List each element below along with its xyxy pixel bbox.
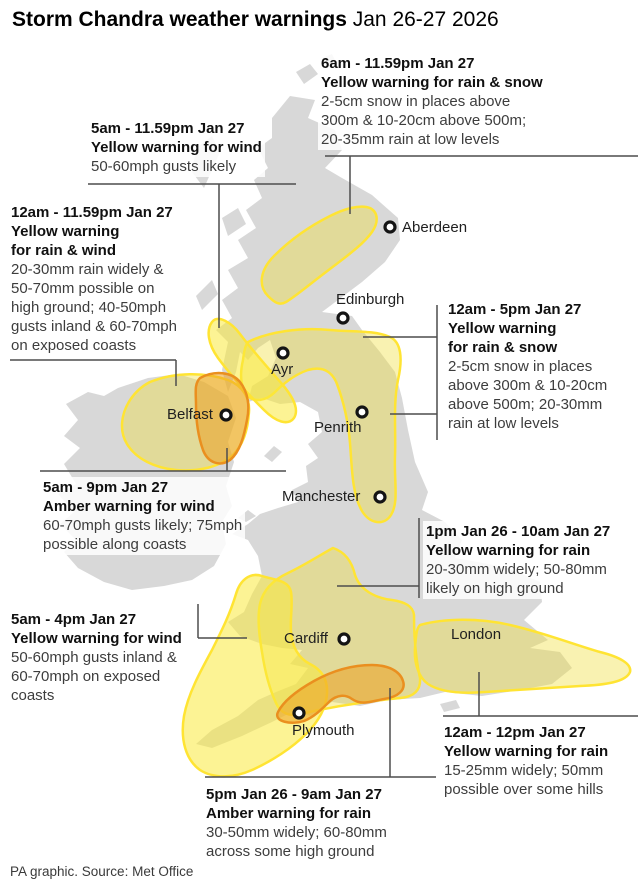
city-dot-ayr: [276, 346, 290, 360]
annotation-body-line: 300m & 10-20cm above 500m;: [321, 112, 527, 129]
annotation-rain-england-wales: 1pm Jan 26 - 10am Jan 27 Yellow warning …: [423, 521, 614, 599]
annotation-body-line: across some high ground: [206, 843, 375, 860]
warning-region-amber-rain-southwest: [275, 663, 405, 724]
annotation-heading: Yellow warning for rain: [444, 743, 609, 760]
city-dot-plymouth: [292, 706, 306, 720]
city-label-plymouth: Plymouth: [292, 722, 355, 739]
annotation-body-line: 50-60mph gusts likely: [91, 158, 237, 175]
annotation-time: 6am - 11.59pm Jan 27: [321, 55, 475, 72]
city-dot-belfast: [219, 408, 233, 422]
city-label-ayr: Ayr: [271, 361, 294, 378]
annotation-time: 5am - 11.59pm Jan 27: [91, 120, 245, 137]
annotation-time: 12am - 11.59pm Jan 27: [11, 204, 173, 221]
city-dot-manchester: [373, 490, 387, 504]
warning-region-wind-southwest: [181, 573, 329, 778]
annotation-time: 12am - 5pm Jan 27: [448, 301, 582, 318]
annotation-heading: Yellow warning for wind: [91, 139, 262, 156]
annotation-time: 5am - 4pm Jan 27: [11, 611, 137, 628]
annotation-rain-snow-south-scotland: 12am - 5pm Jan 27 Yellow warning for rai…: [445, 299, 611, 434]
annotation-body-line: 50-60mph gusts inland &: [11, 649, 177, 666]
annotation-body-line: 2-5cm snow in places: [448, 358, 593, 375]
annotation-heading: Yellow warning: [11, 223, 120, 240]
annotation-wind-southwest: 5am - 4pm Jan 27 Yellow warning for wind…: [8, 609, 185, 706]
warning-region-wind-north-channel: [207, 317, 298, 424]
annotation-body-line: high ground; 40-50mph: [11, 299, 167, 316]
annotation-body-line: likely on high ground: [426, 580, 564, 597]
annotation-time: 12am - 12pm Jan 27: [444, 724, 586, 741]
annotation-body-line: above 300m & 10-20cm: [448, 377, 608, 394]
title-main: Storm Chandra weather warnings: [12, 8, 347, 31]
city-label-aberdeen: Aberdeen: [402, 219, 468, 236]
annotation-body-line: coasts: [11, 687, 55, 704]
annotation-amber-rain-southwest: 5pm Jan 26 - 9am Jan 27 Amber warning fo…: [203, 784, 390, 862]
annotation-rain-southeast: 12am - 12pm Jan 27 Yellow warning for ra…: [441, 722, 612, 800]
city-dot-edinburgh: [336, 311, 350, 325]
annotation-body-line: rain at low levels: [448, 415, 559, 432]
annotation-heading: Yellow warning for rain & snow: [321, 74, 543, 91]
annotation-heading: Amber warning for wind: [43, 498, 215, 515]
city-label-penrith: Penrith: [314, 419, 362, 436]
annotation-time: 1pm Jan 26 - 10am Jan 27: [426, 523, 611, 540]
annotation-body-line: above 500m; 20-30mm: [448, 396, 603, 413]
warning-region-rain-snow-north-scotland: [260, 205, 378, 305]
amber-warning-regions: [194, 371, 405, 724]
annotation-heading: Amber warning for rain: [206, 805, 372, 822]
page-title: Storm Chandra weather warnings Jan 26-27…: [12, 8, 499, 32]
city-dot-aberdeen: [383, 220, 397, 234]
annotation-body-line: 20-30mm rain widely &: [11, 261, 164, 278]
annotation-body-line: 50-70mm possible on: [11, 280, 155, 297]
source-credit: PA graphic. Source: Met Office: [10, 864, 194, 879]
title-dates: Jan 26-27 2026: [352, 8, 499, 31]
annotation-body-line: 60-70mph on exposed: [11, 668, 161, 685]
city-label-edinburgh: Edinburgh: [336, 291, 405, 308]
annotation-body-line: on exposed coasts: [11, 337, 137, 354]
annotation-body-line: possible along coasts: [43, 536, 187, 553]
annotation-rain-wind-northern-ireland: 12am - 11.59pm Jan 27 Yellow warning for…: [8, 202, 180, 356]
annotation-connectors: [10, 155, 638, 778]
annotation-body-line: 2-5cm snow in places above: [321, 93, 511, 110]
annotation-body-line: 20-35mm rain at low levels: [321, 131, 500, 148]
annotation-body-line: possible over some hills: [444, 781, 604, 798]
city-label-belfast: Belfast: [167, 406, 213, 423]
annotation-body-line: 20-30mm widely; 50-80mm: [426, 561, 607, 578]
annotation-body-line: 60-70mph gusts likely; 75mph: [43, 517, 243, 534]
annotation-body-line: 15-25mm widely; 50mm: [444, 762, 604, 779]
annotation-heading: Yellow warning for wind: [11, 630, 182, 647]
annotation-heading: Yellow warning for rain: [426, 542, 591, 559]
warning-region-rain-southeast-england: [413, 618, 632, 694]
city-label-manchester: Manchester: [282, 488, 361, 505]
annotation-heading: for rain & wind: [11, 242, 116, 259]
annotation-time: 5am - 9pm Jan 27: [43, 479, 169, 496]
city-dot-penrith: [355, 405, 369, 419]
annotation-time: 5pm Jan 26 - 9am Jan 27: [206, 786, 382, 803]
annotation-heading: for rain & snow: [448, 339, 558, 356]
annotation-body-line: 30-50mm widely; 60-80mm: [206, 824, 387, 841]
annotation-heading: Yellow warning: [448, 320, 557, 337]
city-label-cardiff: Cardiff: [284, 630, 328, 647]
annotation-wind-west-scotland: 5am - 11.59pm Jan 27 Yellow warning for …: [88, 118, 265, 177]
annotation-amber-wind-northern-ireland: 5am - 9pm Jan 27 Amber warning for wind …: [40, 477, 246, 555]
annotation-rain-snow-north-scotland: 6am - 11.59pm Jan 27 Yellow warning for …: [318, 53, 546, 150]
city-markers: [219, 220, 397, 720]
city-dot-cardiff: [337, 632, 351, 646]
city-label-london: London: [451, 626, 502, 643]
annotation-body-line: gusts inland & 60-70mph: [11, 318, 177, 335]
